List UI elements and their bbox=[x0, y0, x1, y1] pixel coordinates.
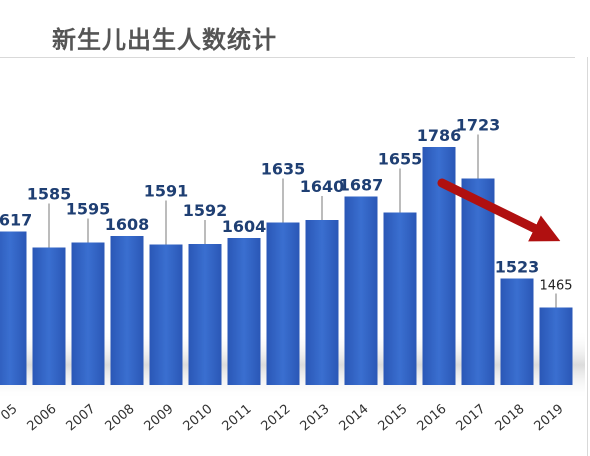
chart-title: 新生儿出生人数统计 bbox=[52, 26, 277, 54]
value-label-2014: 1687 bbox=[339, 176, 384, 195]
x-tick-2006: 2006 bbox=[25, 402, 60, 435]
x-tick-2008: 2008 bbox=[103, 402, 138, 435]
bar-2010 bbox=[188, 244, 222, 385]
x-tick-2018: 2018 bbox=[493, 402, 528, 435]
x-tick-2016: 2016 bbox=[415, 402, 450, 435]
value-label-2008: 1608 bbox=[105, 215, 150, 234]
x-tick-2010: 2010 bbox=[181, 402, 216, 435]
x-tick-2019: 2019 bbox=[532, 402, 567, 435]
bar-2009 bbox=[149, 244, 183, 385]
bar-2011 bbox=[227, 238, 261, 385]
value-label-2005: 1617 bbox=[0, 211, 32, 230]
value-label-2017: 1723 bbox=[456, 116, 501, 135]
bar-2017 bbox=[461, 178, 495, 385]
value-label-2015: 1655 bbox=[378, 150, 423, 169]
value-label-2018: 1523 bbox=[495, 258, 540, 277]
x-tick-2017: 2017 bbox=[454, 402, 489, 435]
bar-2006 bbox=[32, 247, 66, 385]
x-tick-2012: 2012 bbox=[259, 402, 294, 435]
trend-arrow bbox=[437, 178, 561, 242]
x-tick-2007: 2007 bbox=[64, 402, 99, 435]
value-label-2009: 1591 bbox=[144, 182, 189, 201]
value-label-2012: 1635 bbox=[261, 160, 306, 179]
right-divider-line bbox=[587, 57, 588, 456]
bar-2008 bbox=[110, 236, 144, 385]
bar-2018 bbox=[500, 278, 534, 385]
value-label-2007: 1595 bbox=[66, 200, 111, 219]
bar-2005 bbox=[0, 231, 27, 385]
top-divider-line bbox=[0, 57, 575, 58]
bar-2012 bbox=[266, 222, 300, 385]
value-label-2011: 1604 bbox=[222, 217, 267, 236]
bar-2015 bbox=[383, 212, 417, 385]
value-label-2016: 1786 bbox=[417, 126, 462, 145]
x-tick-2014: 2014 bbox=[337, 402, 372, 435]
bar-2013 bbox=[305, 220, 339, 385]
x-tick-2005: 05 bbox=[0, 402, 21, 424]
bar-2019 bbox=[539, 307, 573, 385]
bar-2014 bbox=[344, 196, 378, 385]
value-label-2019: 1465 bbox=[539, 279, 572, 294]
bar-2007 bbox=[71, 242, 105, 385]
x-tick-2013: 2013 bbox=[298, 402, 333, 435]
value-label-2010: 1592 bbox=[183, 201, 228, 220]
value-label-2006: 1585 bbox=[27, 185, 72, 204]
value-label-2013: 1640 bbox=[300, 177, 345, 196]
x-tick-2011: 2011 bbox=[220, 402, 255, 435]
x-tick-2009: 2009 bbox=[142, 402, 177, 435]
x-tick-2015: 2015 bbox=[376, 402, 411, 435]
